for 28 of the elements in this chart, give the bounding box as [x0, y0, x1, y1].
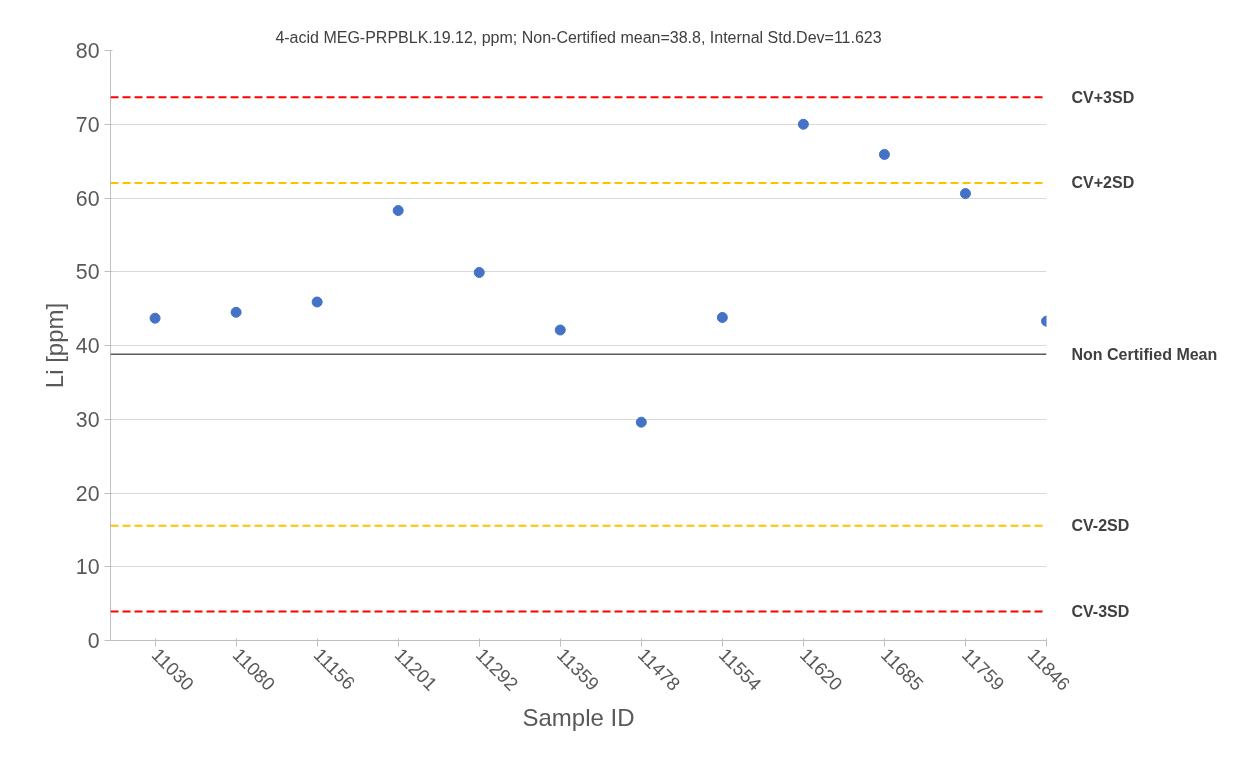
- point: [716, 311, 728, 323]
- x-axis-title: Sample ID: [522, 704, 635, 732]
- ref-line-label: CV+3SD: [1071, 88, 1135, 106]
- ref-line-label: CV-2SD: [1071, 517, 1130, 535]
- y-tick-label: 70: [75, 112, 100, 137]
- y-tick-label: 0: [87, 629, 100, 653]
- point: [392, 205, 404, 217]
- point: [959, 188, 971, 200]
- point: [149, 312, 161, 324]
- ref-line-label: Non Certified Mean: [1071, 345, 1218, 363]
- point: [797, 118, 809, 130]
- y-tick-label: 50: [75, 260, 100, 285]
- y-tick-label: 10: [75, 555, 100, 580]
- y-axis-title: Li [ppm]: [40, 302, 68, 389]
- y-tick-label: 30: [75, 407, 100, 432]
- point: [473, 267, 485, 278]
- y-tick-label: 40: [75, 334, 100, 358]
- point: [878, 149, 890, 160]
- y-tick-label: 60: [75, 186, 100, 211]
- point: [230, 306, 242, 318]
- y-tick-label: 80: [75, 39, 100, 63]
- point: [554, 324, 566, 336]
- y-tick-label: 20: [75, 481, 100, 506]
- point: [635, 416, 647, 428]
- ref-line-label: CV+2SD: [1071, 174, 1135, 192]
- chart-title: 4-acid MEG-PRPBLK.19.12, ppm; Non-Certified mean=38.8, Internal Std.Dev=11.623: [275, 28, 882, 46]
- ref-line-label: CV-3SD: [1071, 603, 1130, 621]
- point: [311, 296, 323, 308]
